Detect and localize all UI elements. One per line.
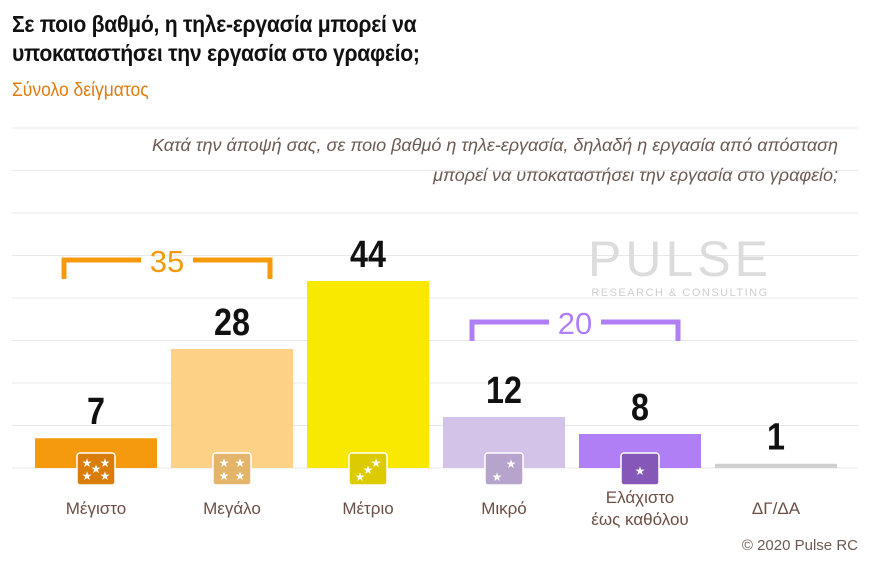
bar-2 bbox=[307, 281, 429, 468]
category-label-2: Μέτριο bbox=[342, 499, 393, 518]
star-icon: ★ bbox=[363, 463, 374, 477]
category-label-0: Μέγιστο bbox=[66, 499, 126, 518]
category-label-5: ΔΓ/ΔΑ bbox=[752, 499, 801, 518]
title-line-2: υποκαταστήσει την εργασία στο γραφείο; bbox=[12, 40, 420, 66]
star-icon: ★ bbox=[100, 469, 111, 483]
star-icon: ★ bbox=[82, 456, 93, 470]
category-label-4: Ελάχιστο bbox=[606, 488, 675, 507]
data-label-4: 8 bbox=[631, 387, 649, 429]
star-icon: ★ bbox=[492, 470, 503, 484]
star-icon: ★ bbox=[235, 469, 246, 483]
star-icon: ★ bbox=[235, 456, 246, 470]
data-label-2: 44 bbox=[350, 234, 386, 276]
group-total-0: 35 bbox=[150, 244, 184, 279]
star-icon: ★ bbox=[635, 464, 646, 478]
data-label-1: 28 bbox=[214, 302, 250, 344]
category-label-1: Μεγάλο bbox=[203, 499, 261, 518]
star-rating-icon bbox=[76, 452, 116, 486]
star-icon: ★ bbox=[219, 469, 230, 483]
star-icon: ★ bbox=[82, 469, 93, 483]
chart-subtitle: Σύνολο δείγματος bbox=[12, 80, 149, 101]
group-total-1: 20 bbox=[558, 306, 592, 341]
star-icon: ★ bbox=[506, 457, 517, 471]
watermark-logo: PULSE bbox=[588, 231, 772, 287]
data-label-0: 7 bbox=[87, 391, 105, 433]
category-label-4: έως καθόλου bbox=[591, 510, 688, 529]
survey-question: Κατά την άποψή σας, σε ποιο βαθμό η τηλε… bbox=[58, 130, 838, 190]
data-label-3: 12 bbox=[486, 370, 522, 412]
group-bracket-0 bbox=[61, 257, 273, 279]
title-line-1: Σε ποιο βαθμό, η τηλε-εργασία μπορεί να bbox=[12, 11, 417, 37]
star-icon: ★ bbox=[355, 470, 366, 484]
question-line-1: Κατά την άποψή σας, σε ποιο βαθμό η τηλε… bbox=[151, 135, 838, 155]
watermark-subtext: RESEARCH & CONSULTING bbox=[591, 287, 768, 299]
bar-1 bbox=[171, 349, 293, 468]
group-bracket-1 bbox=[469, 319, 681, 341]
star-icon: ★ bbox=[371, 456, 382, 470]
star-rating-icon bbox=[348, 452, 388, 486]
star-rating-icon bbox=[212, 452, 252, 486]
copyright: © 2020 Pulse RC bbox=[741, 537, 858, 554]
category-label-3: Μικρό bbox=[481, 499, 527, 518]
question-line-2: μπορεί να υποκαταστήσει την εργασία στο … bbox=[433, 165, 838, 185]
star-rating-icon bbox=[620, 452, 660, 486]
bar-5 bbox=[715, 463, 837, 468]
data-label-5: 1 bbox=[767, 416, 785, 458]
chart-title: Σε ποιο βαθμό, η τηλε-εργασία μπορεί να υ… bbox=[12, 10, 420, 68]
star-icon: ★ bbox=[219, 456, 230, 470]
star-rating-icon bbox=[484, 452, 524, 486]
star-icon: ★ bbox=[100, 456, 111, 470]
star-icon: ★ bbox=[91, 462, 102, 476]
